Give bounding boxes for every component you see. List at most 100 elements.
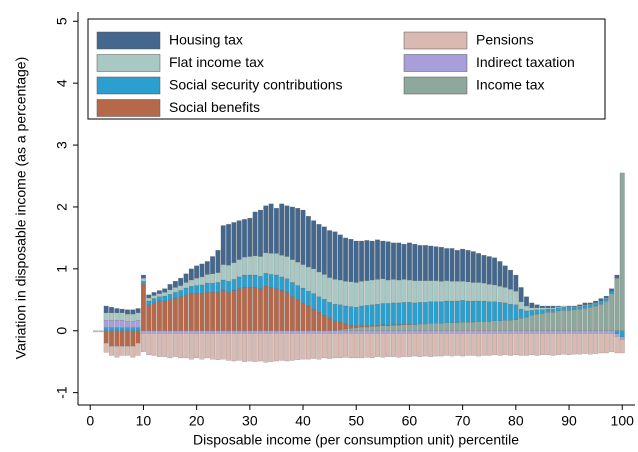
bar-segment xyxy=(305,333,311,360)
bar-segment xyxy=(401,330,407,334)
bar-segment xyxy=(486,333,492,356)
bar-segment xyxy=(140,284,146,331)
bar-segment xyxy=(284,256,290,279)
bar-segment xyxy=(529,333,535,356)
bar-segment xyxy=(220,330,226,334)
bar-segment xyxy=(199,330,205,334)
bar-segment xyxy=(263,273,269,287)
bar-segment xyxy=(125,346,130,356)
bar-segment xyxy=(114,346,120,358)
bar-segment xyxy=(183,287,189,295)
bar-segment xyxy=(119,308,125,313)
bar-segment xyxy=(199,333,205,360)
bar-segment xyxy=(353,333,359,359)
bar-segment xyxy=(486,256,492,285)
bar-segment xyxy=(401,302,407,325)
bar-segment xyxy=(476,321,482,331)
bar-segment xyxy=(146,297,152,302)
legend-label: Flat income tax xyxy=(169,54,264,70)
bar-segment xyxy=(172,298,178,331)
bar-segment xyxy=(332,333,338,359)
bar-segment xyxy=(539,305,545,308)
bar-segment xyxy=(103,342,109,353)
bar-segment xyxy=(263,205,269,253)
bar-segment xyxy=(348,325,354,329)
bar-segment xyxy=(109,346,114,356)
bar-segment xyxy=(444,322,450,331)
bar-segment xyxy=(210,330,216,334)
bar-segment xyxy=(375,326,380,331)
bar-segment xyxy=(359,325,364,328)
bar-segment xyxy=(396,242,402,281)
bar-segment xyxy=(518,330,524,334)
bar-segment xyxy=(587,330,593,334)
bar-segment xyxy=(497,261,503,287)
bar-segment xyxy=(130,330,136,347)
bar-segment xyxy=(476,333,482,357)
bar-segment xyxy=(369,330,375,334)
bar-segment xyxy=(593,305,599,331)
bar-segment xyxy=(109,307,114,313)
bar-segment xyxy=(305,305,311,331)
bar-segment xyxy=(295,333,301,360)
bar-segment xyxy=(178,296,184,331)
bar-segment xyxy=(348,328,354,331)
bar-segment xyxy=(518,287,524,302)
bar-segment xyxy=(284,330,290,334)
bar-segment xyxy=(226,281,231,293)
bar-segment xyxy=(146,330,152,334)
bar-segment xyxy=(470,321,476,331)
bar-segment xyxy=(247,330,253,334)
bar-segment xyxy=(332,320,338,331)
bar-segment xyxy=(194,285,200,294)
bar-segment xyxy=(566,333,572,356)
bar-segment xyxy=(593,300,599,304)
bar-segment xyxy=(375,279,380,305)
bar-segment xyxy=(305,266,311,292)
bar-segment xyxy=(465,300,471,323)
bar-segment xyxy=(524,333,529,356)
bar-segment xyxy=(529,315,535,331)
bar-segment xyxy=(449,300,455,323)
bar-segment xyxy=(300,209,306,265)
bar-segment xyxy=(311,333,317,359)
bar-segment xyxy=(561,307,567,311)
bar-segment xyxy=(316,333,322,360)
bar-segment xyxy=(146,304,152,331)
bar-segment xyxy=(210,333,216,360)
bar-segment xyxy=(359,330,364,334)
bar-segment xyxy=(470,330,476,334)
bar-segment xyxy=(518,308,524,319)
x-tick-label: 100 xyxy=(611,413,635,429)
bar-segment xyxy=(178,290,184,297)
bar-segment xyxy=(470,333,476,356)
bar-segment xyxy=(151,333,157,356)
bar-segment xyxy=(156,293,162,297)
bar-segment xyxy=(343,281,349,307)
bar-segment xyxy=(109,330,114,347)
bar-segment xyxy=(380,278,386,304)
bar-segment xyxy=(401,333,407,357)
bar-segment xyxy=(263,252,269,274)
bar-segment xyxy=(242,333,247,362)
bar-segment xyxy=(614,336,620,354)
y-axis-title: Variation in disposable income (as a per… xyxy=(13,57,29,359)
bar-segment xyxy=(279,333,285,361)
bar-segment xyxy=(316,296,322,313)
x-tick-label: 50 xyxy=(348,413,364,429)
bar-segment xyxy=(252,287,258,331)
bar-segment xyxy=(359,240,364,282)
bar-segment xyxy=(140,333,146,352)
bar-segment xyxy=(204,261,210,275)
bar-segment xyxy=(470,282,476,302)
x-tick-label: 80 xyxy=(508,413,524,429)
bar-segment xyxy=(433,280,439,302)
bar-segment xyxy=(231,330,237,334)
bar-segment xyxy=(364,240,370,281)
bar-segment xyxy=(162,330,168,334)
y-tick-label: 0 xyxy=(54,327,70,335)
bar-segment xyxy=(343,237,349,282)
bar-segment xyxy=(375,333,380,357)
bar-segment xyxy=(577,333,583,355)
bar-segment xyxy=(454,281,460,302)
